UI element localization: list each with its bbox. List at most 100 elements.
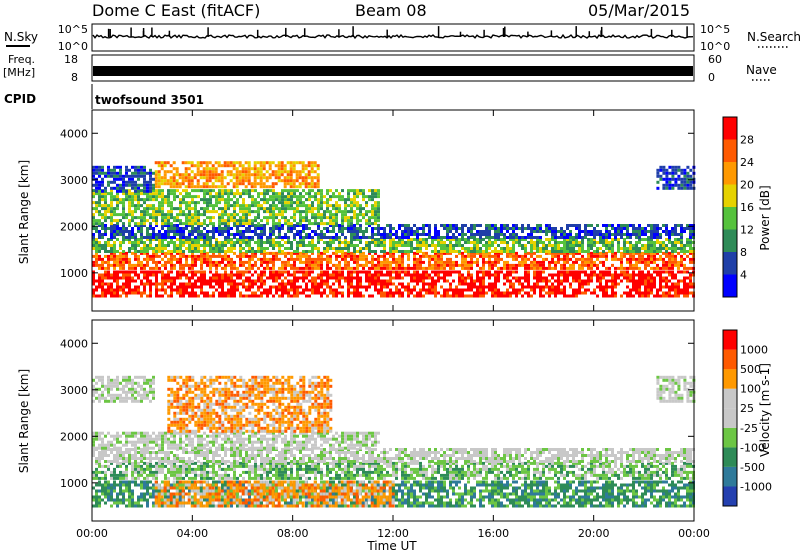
- data-cell: [683, 294, 686, 298]
- data-cell: [323, 213, 326, 217]
- data-cell: [590, 238, 593, 241]
- data-cell: [488, 282, 491, 286]
- data-cell: [253, 176, 257, 180]
- data-cell: [338, 207, 341, 211]
- data-cell: [578, 273, 581, 277]
- data-cell: [335, 247, 338, 250]
- data-cell: [116, 260, 119, 264]
- data-cell: [326, 260, 329, 264]
- data-cell: [569, 251, 572, 255]
- data-cell: [419, 279, 422, 283]
- data-cell: [464, 250, 467, 253]
- data-cell: [299, 222, 302, 226]
- data-cell: [167, 285, 170, 289]
- data-cell: [356, 276, 359, 280]
- data-cell: [95, 207, 98, 211]
- data-cell: [644, 230, 647, 233]
- data-cell: [317, 216, 320, 220]
- data-cell: [119, 227, 122, 230]
- data-cell: [161, 224, 164, 227]
- data-cell: [596, 285, 599, 289]
- data-cell: [125, 251, 128, 255]
- data-cell: [374, 201, 377, 205]
- data-cell: [169, 182, 173, 186]
- data-cell: [176, 189, 179, 193]
- data-cell: [602, 251, 605, 255]
- data-cell: [356, 236, 359, 239]
- data-cell: [635, 241, 638, 244]
- data-cell: [488, 288, 491, 292]
- data-cell: [211, 176, 215, 180]
- data-cell: [452, 227, 455, 230]
- data-cell: [605, 273, 608, 277]
- data-cell: [254, 270, 257, 274]
- data-cell: [554, 288, 557, 292]
- data-cell: [350, 189, 353, 193]
- data-cell: [527, 236, 530, 239]
- data-cell: [254, 216, 257, 220]
- data-cell: [371, 192, 374, 196]
- data-cell: [98, 198, 101, 202]
- data-cell: [551, 247, 554, 250]
- data-cell: [92, 282, 95, 286]
- data-cell: [686, 291, 689, 295]
- data-cell: [287, 224, 290, 227]
- data-cell: [182, 244, 185, 247]
- data-cell: [107, 171, 110, 175]
- data-cell: [199, 164, 203, 168]
- data-cell: [179, 257, 182, 261]
- data-cell: [494, 279, 497, 283]
- data-cell: [557, 254, 560, 258]
- data-cell: [659, 279, 662, 283]
- data-cell: [341, 216, 344, 220]
- data-cell: [488, 241, 491, 244]
- data-cell: [161, 198, 164, 202]
- data-cell: [172, 167, 176, 171]
- data-cell: [524, 273, 527, 277]
- data-cell: [155, 192, 158, 196]
- data-cell: [278, 198, 281, 202]
- data-cell: [311, 201, 314, 205]
- data-cell: [323, 247, 326, 250]
- data-cell: [209, 198, 212, 202]
- data-cell: [173, 279, 176, 283]
- data-cell: [95, 241, 98, 244]
- data-cell: [323, 251, 326, 255]
- data-cell: [281, 192, 284, 196]
- data-cell: [110, 174, 113, 178]
- data-cell: [335, 294, 338, 298]
- data-cell: [626, 257, 629, 261]
- data-cell: [131, 165, 134, 169]
- data-cell: [158, 201, 161, 205]
- data-cell: [101, 165, 104, 169]
- data-cell: [224, 230, 227, 233]
- data-cell: [230, 198, 233, 202]
- data-cell: [320, 294, 323, 298]
- data-cell: [269, 257, 272, 261]
- data-cell: [347, 189, 350, 193]
- data-cell: [272, 285, 275, 289]
- data-cell: [211, 167, 215, 171]
- data-cell: [449, 273, 452, 277]
- data-cell: [137, 263, 140, 267]
- data-cell: [143, 257, 146, 261]
- data-cell: [419, 244, 422, 247]
- data-cell: [92, 270, 95, 274]
- data-cell: [274, 164, 278, 168]
- data-cell: [278, 288, 281, 292]
- data-cell: [206, 230, 209, 233]
- data-cell: [539, 250, 542, 253]
- data-cell: [221, 230, 224, 233]
- data-cell: [617, 247, 620, 250]
- data-cell: [245, 285, 248, 289]
- data-cell: [395, 270, 398, 274]
- data-cell: [353, 266, 356, 270]
- data-cell: [305, 254, 308, 258]
- data-cell: [146, 180, 149, 184]
- data-cell: [563, 251, 566, 255]
- data-cell: [242, 189, 245, 193]
- data-cell: [275, 257, 278, 261]
- data-cell: [272, 247, 275, 250]
- data-cell: [286, 161, 290, 165]
- data-cell: [281, 294, 284, 298]
